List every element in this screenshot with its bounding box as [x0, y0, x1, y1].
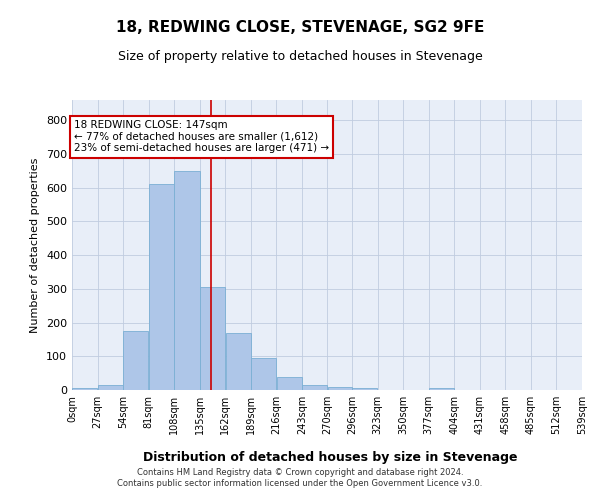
Bar [302, 385, 327, 390]
Text: Contains HM Land Registry data © Crown copyright and database right 2024.
Contai: Contains HM Land Registry data © Crown c… [118, 468, 482, 487]
Bar [352, 388, 377, 390]
Bar [226, 332, 251, 390]
Y-axis label: Number of detached properties: Number of detached properties [31, 158, 40, 332]
Bar [149, 184, 174, 390]
Bar [175, 171, 199, 390]
Text: Size of property relative to detached houses in Stevenage: Size of property relative to detached ho… [118, 50, 482, 63]
Text: 18, REDWING CLOSE, STEVENAGE, SG2 9FE: 18, REDWING CLOSE, STEVENAGE, SG2 9FE [116, 20, 484, 35]
Bar [124, 331, 148, 390]
Bar [98, 385, 123, 390]
Text: Distribution of detached houses by size in Stevenage: Distribution of detached houses by size … [143, 451, 517, 464]
Bar [251, 358, 276, 390]
Bar [429, 388, 454, 390]
Text: 18 REDWING CLOSE: 147sqm
← 77% of detached houses are smaller (1,612)
23% of sem: 18 REDWING CLOSE: 147sqm ← 77% of detach… [74, 120, 329, 154]
Bar [328, 388, 352, 390]
Bar [277, 377, 302, 390]
Bar [200, 287, 225, 390]
Bar [72, 388, 97, 390]
